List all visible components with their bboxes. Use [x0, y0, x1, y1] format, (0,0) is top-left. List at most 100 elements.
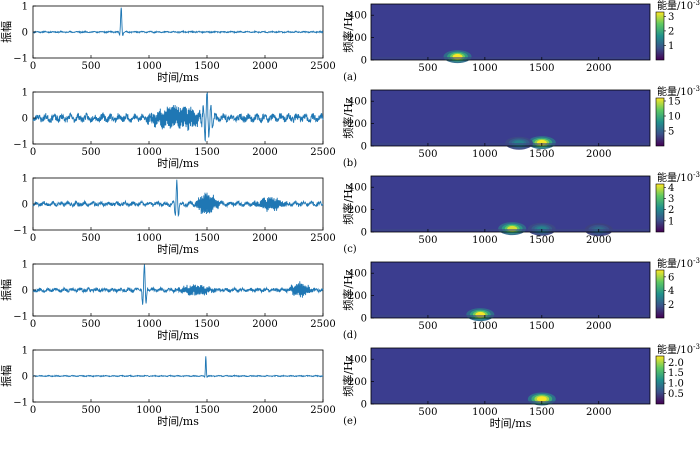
colorbar-tick-label: 3: [668, 12, 674, 23]
y-tick-label: −1: [13, 54, 28, 65]
y-tick-label: 1: [22, 174, 28, 185]
x-tick-label: 500: [418, 235, 437, 246]
x-tick-label: 1500: [529, 407, 554, 418]
x-tick-label: 2500: [310, 147, 335, 158]
y-tick-label: 400: [348, 269, 367, 280]
y-tick-label: 0: [361, 400, 367, 411]
colorbar-tick-label: 1.0: [668, 379, 684, 390]
x-tick-label: 1500: [529, 321, 554, 332]
x-axis-label: 时间/ms: [157, 415, 199, 428]
x-tick-label: 2000: [586, 63, 611, 74]
x-tick-label: 0: [30, 233, 36, 244]
y-tick-label: 200: [348, 33, 367, 44]
spectrogram-background: [371, 348, 650, 404]
colorbar-tick-label: 2: [668, 205, 674, 216]
colorbar-tick-label: 5: [668, 127, 674, 138]
colorbar-tick-label: 4: [668, 286, 674, 297]
y-tick-label: 400: [348, 97, 367, 108]
x-tick-label: 1000: [472, 407, 497, 418]
colorbar-tick-label: 1: [668, 41, 674, 52]
x-tick-label: 500: [81, 319, 100, 330]
colorbar-tick-label: 2: [668, 300, 674, 311]
x-tick-label: 500: [418, 407, 437, 418]
x-tick-label: 500: [418, 63, 437, 74]
x-tick-label: 0: [30, 147, 36, 158]
x-tick-label: 1000: [136, 319, 161, 330]
x-tick-label: 2000: [252, 405, 277, 416]
colorbar: [655, 97, 665, 147]
colorbar-tick-label: 1: [668, 216, 674, 227]
axes-frame: [370, 347, 651, 405]
y-tick-label: 0: [361, 56, 367, 67]
energy-blob: [536, 396, 547, 402]
x-tick-label: 1000: [472, 321, 497, 332]
x-tick-label: 500: [418, 149, 437, 160]
colorbar-tick-label: 0.5: [668, 389, 684, 400]
colorbar: [655, 11, 665, 61]
colorbar-title: 能量/10-3: [657, 85, 700, 98]
spectrogram-background: [371, 90, 650, 146]
x-tick-label: 1500: [194, 405, 219, 416]
colorbar-tick-label: 3: [668, 194, 674, 205]
y-axis-label: 频率/Hz: [341, 269, 355, 310]
axes-frame: [370, 89, 651, 147]
y-axis-label: 振幅: [0, 279, 13, 301]
x-tick-label: 2000: [252, 147, 277, 158]
signal-trace: [32, 179, 324, 218]
x-tick-label: 500: [81, 147, 100, 158]
y-tick-label: 200: [348, 119, 367, 130]
colorbar-title: 能量/10-3: [657, 171, 700, 184]
x-tick-label: 0: [30, 405, 36, 416]
low-frequency-band: [371, 229, 650, 231]
x-axis-label: 时间/ms: [157, 71, 199, 84]
x-tick-label: 1500: [194, 319, 219, 330]
colorbar-exponent: -3: [693, 343, 700, 351]
low-frequency-band: [371, 315, 650, 317]
x-tick-label: 2000: [586, 321, 611, 332]
y-tick-label: 0: [22, 28, 28, 39]
y-axis-label: 振幅: [0, 21, 13, 43]
x-tick-label: 500: [81, 61, 100, 72]
x-tick-label: 1500: [194, 233, 219, 244]
colorbar-exponent: -3: [693, 0, 700, 7]
y-tick-label: 1: [22, 88, 28, 99]
panel-label: (c): [343, 244, 357, 255]
colorbar-tick-label: 2.0: [668, 358, 684, 369]
x-tick-label: 2500: [310, 319, 335, 330]
y-tick-label: 1: [22, 346, 28, 357]
x-tick-label: 1500: [529, 63, 554, 74]
y-tick-label: −1: [13, 398, 28, 409]
x-tick-label: 2000: [252, 233, 277, 244]
colorbar-exponent: -3: [693, 85, 700, 93]
signal-trace: [32, 7, 324, 37]
low-frequency-band: [371, 143, 650, 145]
y-tick-label: 0: [22, 200, 28, 211]
x-tick-label: 2500: [310, 61, 335, 72]
x-tick-label: 1500: [194, 147, 219, 158]
x-tick-label: 2000: [586, 235, 611, 246]
y-axis-label: 频率/Hz: [341, 355, 355, 396]
x-axis-label: 时间/ms: [157, 243, 199, 256]
y-tick-label: 0: [22, 286, 28, 297]
y-tick-label: 200: [348, 205, 367, 216]
x-tick-label: 2000: [252, 319, 277, 330]
colorbar-tick-label: 10: [668, 112, 681, 123]
y-tick-label: −1: [13, 312, 28, 323]
x-tick-label: 2500: [310, 405, 335, 416]
low-frequency-band: [371, 401, 650, 403]
y-axis-label: 频率/Hz: [341, 11, 355, 52]
panel-label: (a): [343, 72, 357, 83]
x-tick-label: 500: [81, 405, 100, 416]
signal-trace: [32, 264, 324, 305]
axes-frame: [370, 261, 651, 319]
y-tick-label: 200: [348, 291, 367, 302]
y-tick-label: 400: [348, 183, 367, 194]
y-tick-label: 1: [22, 260, 28, 271]
x-tick-label: 2000: [252, 61, 277, 72]
y-axis-label: 频率/Hz: [341, 183, 355, 224]
y-tick-label: 0: [22, 372, 28, 383]
colorbar-title: 能量/10-3: [657, 343, 700, 356]
x-tick-label: 2000: [586, 407, 611, 418]
x-tick-label: 0: [30, 61, 36, 72]
colorbar-tick-label: 6: [668, 272, 674, 283]
